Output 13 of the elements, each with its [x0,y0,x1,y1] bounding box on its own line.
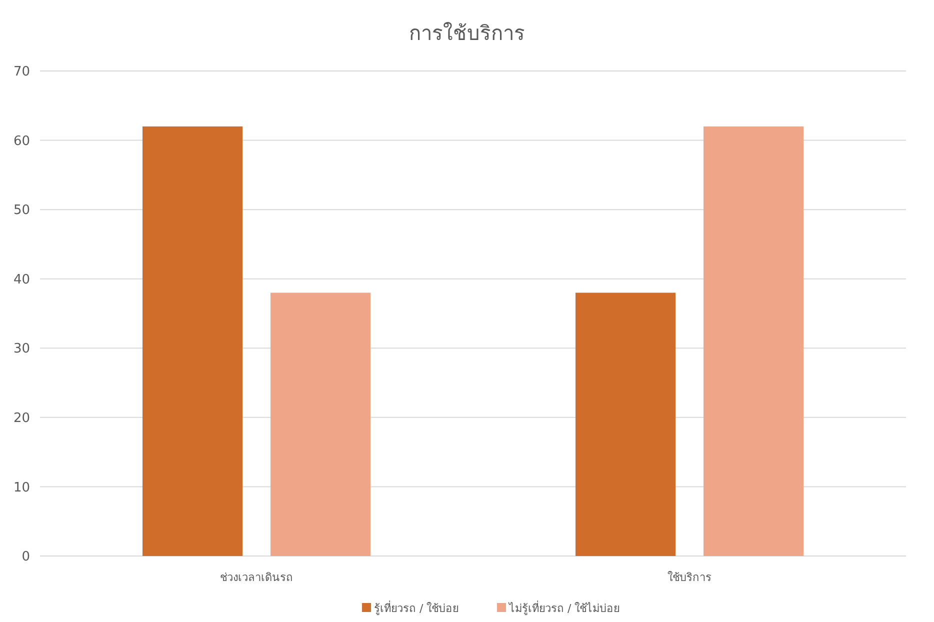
y-tick-label: 40 [13,272,30,288]
legend-label: ไม่รู้เที่ยวรถ / ใช้ไม่บ่อย [508,600,620,615]
y-tick-label: 60 [13,134,30,149]
y-tick-label: 70 [13,64,30,80]
x-tick-label: ใช้บริการ [668,571,712,584]
y-tick-label: 0 [22,550,30,565]
y-tick-label: 30 [13,342,30,357]
y-tick-label: 50 [13,203,30,218]
y-tick-label: 20 [13,410,30,426]
chart-title: การใช้บริการ [409,21,525,45]
x-tick-label: ช่วงเวลาเดินรถ [220,571,293,584]
legend-label: รู้เที่ยวรถ / ใช้บ่อย [374,600,459,615]
y-tick-label: 10 [13,480,30,496]
